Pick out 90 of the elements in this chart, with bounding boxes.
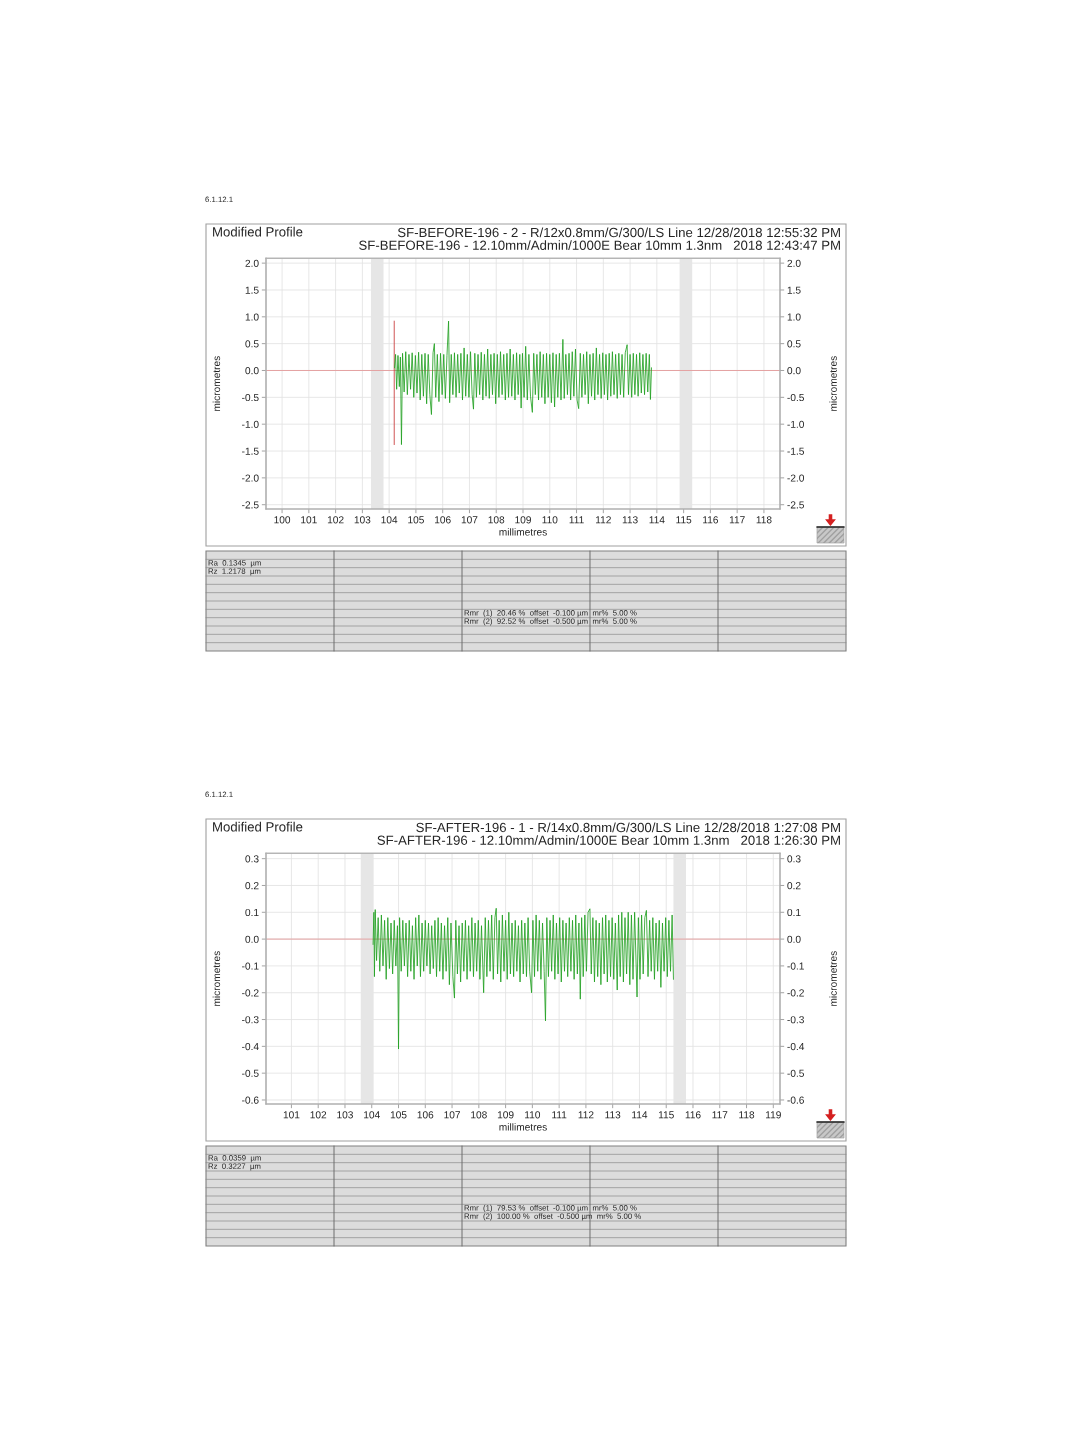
y2-axis-title: micrometres [829,356,837,411]
y-tick-label: 0.5 [245,340,259,348]
y2-tick-label: -1.5 [787,447,804,455]
line-series [372,907,674,1050]
x-tick-label: 118 [756,516,772,524]
y-tick-label: -0.2 [242,989,259,997]
y2-tick-label: 2.0 [787,259,801,267]
y2-tick-label: -0.3 [787,1016,804,1024]
y2-tick-label: -2.5 [787,501,804,509]
y-tick-label: -0.4 [242,1042,259,1051]
y2-tick-label: 1.0 [787,313,801,321]
y-tick-label: -0.5 [242,1069,259,1077]
y2-tick-label: -0.2 [787,989,804,997]
y2-tick-label: -0.5 [787,1069,804,1077]
x-tick-label: 102 [327,516,344,524]
y2-tick-label: -0.5 [787,393,804,402]
y2-tick-label: 0.5 [787,340,801,348]
x-tick-label: 109 [515,516,531,524]
y2-tick-label: 0.0 [787,935,801,943]
x-tick-label: 105 [408,516,424,524]
y-tick-label: -0.3 [242,1016,259,1024]
x-tick-label: 107 [461,516,478,524]
y-tick-label: 0.3 [245,855,259,863]
chart-subtitle: SF-AFTER-196 - 1 - R/14x0.8mm/G/300/LS Line 12/28/2018 1:27:08 PM SF-AFTER-196 - 12.10mm/Admin/1000E Bear 10mm 1.3nm 2018 1:26:30 PM [377,822,840,845]
y2-tick-label: -0.4 [787,1042,805,1051]
x-tick-label: 106 [417,1111,434,1119]
y-tick-label: 2.0 [245,259,259,267]
y2-tick-label: -2.0 [787,474,805,482]
x-axis-title: millimetres [499,1123,547,1131]
x-tick-label: 116 [685,1111,701,1119]
x-tick-label: 104 [381,516,398,524]
x-tick-label: 111 [552,1111,567,1119]
y2-tick-label: -1.0 [787,420,805,428]
x-tick-label: 114 [649,516,665,524]
y-tick-label: -0.1 [242,962,259,970]
x-tick-label: 103 [337,1111,353,1119]
y2-tick-label: 1.5 [787,286,801,294]
y2-tick-label: -0.1 [787,962,804,970]
y-axis-title: micrometres [212,951,221,1006]
x-tick-label: 105 [390,1111,407,1119]
y2-tick-label: 0.2 [787,882,801,890]
x-axis-title: millimetres [499,528,547,536]
chart-subtitle: SF-BEFORE-196 - 2 - R/12x0.8mm/G/300/LS Line 12/28/2018 12:55:32 PM SF-BEFORE-196 - 12.10mm/Admin/1000E Bear 10mm 1.3nm 2018 12:43:47 PM [359,227,840,250]
y-tick-label: 0.2 [245,882,259,890]
y-tick-label: -0.6 [242,1096,259,1104]
y-tick-label: -1.0 [242,420,259,428]
x-tick-label: 106 [435,516,451,524]
y-tick-label: 0.1 [245,908,259,917]
x-tick-label: 116 [703,516,719,524]
y-tick-label: 0.0 [245,935,259,943]
y-axis-title: micrometres [212,356,221,411]
x-tick-label: 113 [622,516,638,524]
y2-tick-label: 0.3 [787,855,801,863]
y2-tick-label: 0.1 [787,908,801,917]
y-tick-label: -1.5 [242,447,259,455]
y2-axis-title: micrometres [829,951,837,1006]
x-tick-label: 108 [488,516,505,524]
x-tick-label: 119 [766,1111,781,1119]
y-tick-label: 1.0 [245,313,259,321]
x-tick-label: 111 [569,516,584,524]
y2-tick-label: -0.6 [787,1096,804,1104]
x-tick-label: 101 [301,516,317,524]
y-tick-label: -2.0 [242,474,259,482]
x-tick-label: 110 [542,516,558,524]
x-tick-label: 112 [596,516,611,524]
y-tick-label: 1.5 [245,286,259,294]
x-tick-label: 115 [658,1111,674,1119]
y-tick-label: -2.5 [242,501,259,509]
x-tick-label: 110 [525,1111,541,1119]
x-tick-label: 114 [632,1111,648,1119]
x-tick-label: 102 [310,1111,327,1119]
x-tick-label: 101 [283,1111,300,1119]
x-tick-label: 109 [497,1111,514,1119]
x-tick-label: 117 [729,516,745,524]
x-tick-label: 100 [274,516,291,524]
y-tick-label: 0.0 [245,367,259,375]
x-tick-label: 107 [444,1111,461,1119]
x-tick-label: 113 [605,1111,621,1119]
chart-title: Modified Profile [213,226,303,237]
x-tick-label: 108 [471,1111,487,1119]
x-tick-label: 103 [354,516,371,524]
x-tick-label: 117 [712,1111,728,1119]
y2-tick-label: 0.0 [787,367,801,375]
x-tick-label: 104 [364,1111,380,1119]
x-tick-label: 115 [676,516,692,524]
line-series [394,320,652,445]
y-tick-label: -0.5 [242,393,259,402]
chart-title: Modified Profile [213,821,303,832]
x-tick-label: 112 [578,1111,594,1119]
x-tick-label: 118 [739,1111,755,1119]
